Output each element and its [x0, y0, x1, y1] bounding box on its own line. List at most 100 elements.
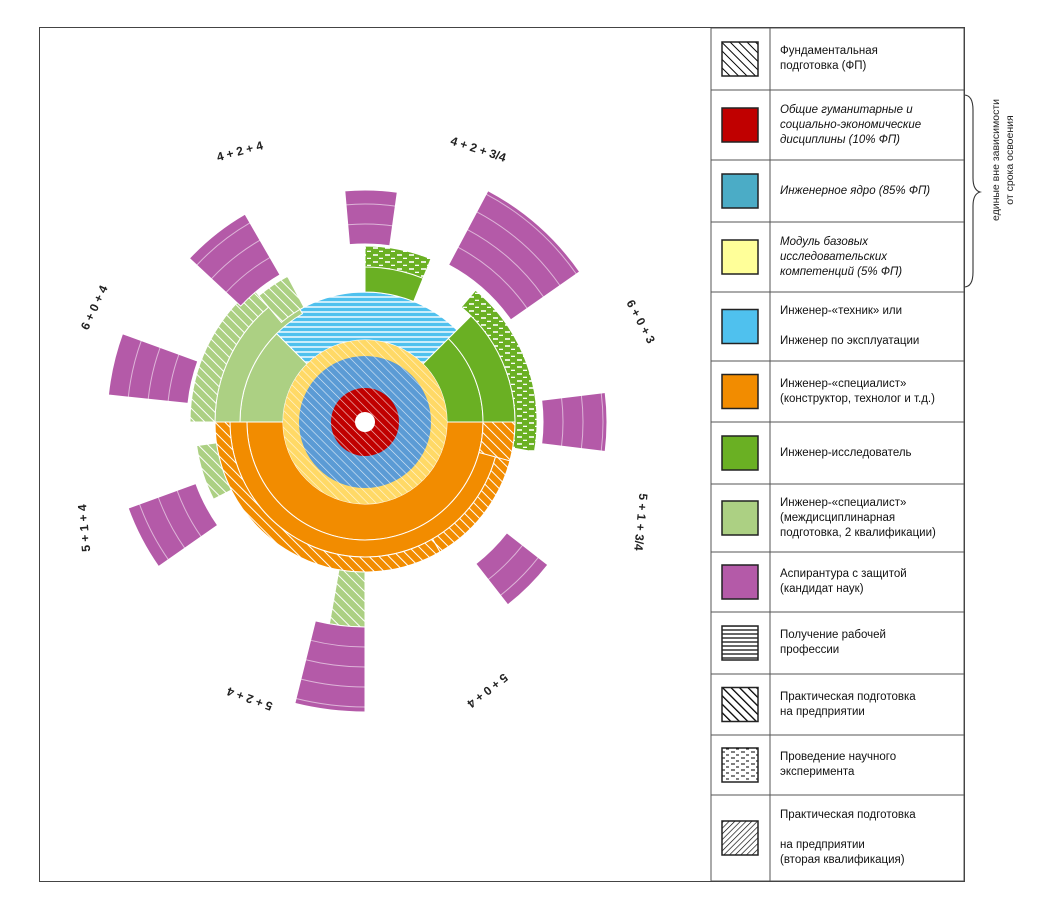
center-dot — [355, 412, 375, 432]
legend-label-3-line-1: исследовательских — [780, 250, 887, 263]
label-5-1-3-4: 5 + 1 + 3/4 — [631, 493, 650, 552]
legend-swatch-5 — [721, 373, 759, 410]
purple-block-upper-left — [188, 213, 281, 307]
legend-label-10-line-0: Практическая подготовка — [780, 690, 916, 703]
sector-researcher-green-dash-pattern — [461, 290, 537, 452]
legend-label-9: Получение рабочей профессии — [780, 628, 962, 658]
legend-label-3: Модуль базовых исследовательских компетенц… — [780, 235, 962, 280]
legend-label-11: Проведение научного эксперимента — [780, 750, 962, 780]
legend-swatch-9 — [721, 625, 759, 661]
legend-label-3-line-2: компетенций (5% ФП) — [780, 265, 903, 278]
legend-swatch-1 — [721, 107, 759, 143]
legend-label-9-line-0: Получение рабочей — [780, 629, 886, 641]
legend-swatch-12 — [721, 820, 759, 856]
legend-label-8-line-0: Аспирантура с защитой — [780, 568, 907, 580]
legend-swatch-10 — [721, 686, 759, 723]
legend-label-11-line-0: Проведение научного — [780, 751, 897, 763]
purple-block-left-division — [167, 354, 180, 402]
legend-label-8: Аспирантура с защитой (кандидат наук) — [780, 567, 962, 597]
legend-label-4-line-1 — [780, 319, 962, 334]
purple-block-upper-right-division — [485, 193, 577, 275]
brace — [963, 94, 982, 288]
sector-technician-cyan-pattern — [273, 292, 457, 365]
legend-label-7-line-2: подготовка, 2 квалификации) — [780, 526, 936, 539]
purple-block-upper-right-division — [467, 229, 544, 298]
legend-label-3-line-0: Модуль базовых — [780, 235, 868, 248]
legend-swatch-7 — [721, 500, 759, 536]
legend-swatch-11 — [721, 747, 759, 783]
legend-label-2: Инженерное ядро (85% ФП) — [780, 184, 962, 199]
label-5-1-4: 5 + 1 + 4 — [75, 504, 93, 553]
legend-label-5: Инженер-«специалист» (конструктор, технол… — [780, 377, 962, 407]
legend-label-12-line-1 — [780, 823, 962, 838]
legend-label-4-line-0: Инженер-«техник» или — [780, 305, 903, 317]
purple-block-lower-right-division — [500, 557, 539, 596]
legend-label-1-line-0: Общие гуманитарные и — [780, 103, 913, 116]
legend-swatch-3 — [721, 239, 759, 275]
purple-block-bottom — [294, 620, 366, 713]
side-note-line-1: единые вне зависимости — [990, 99, 1002, 221]
sector-interdisc-lightgreen-hatch-pattern — [190, 287, 269, 422]
purple-block-left-division — [127, 340, 142, 398]
purple-block-right — [541, 391, 608, 453]
purple-block-right-division — [580, 395, 584, 449]
legend-label-11-line-1: эксперимента — [780, 766, 855, 778]
purple-block-lower-left — [127, 482, 219, 568]
purple-block-bottom-division — [300, 678, 366, 688]
legend-swatch-2 — [721, 173, 759, 209]
purple-block-bottom-division — [295, 698, 366, 708]
legend-label-6-line-0: Инженер-исследователь — [780, 446, 912, 459]
side-note: единые вне зависимости от срока освоения — [990, 99, 1016, 221]
purple-block-upper-right — [447, 189, 581, 321]
legend-label-1: Общие гуманитарные и социально-экономичес… — [780, 103, 962, 148]
side-note-line-2: от срока освоения — [1004, 115, 1016, 204]
purple-block-lower-left-division — [139, 503, 169, 560]
legend-label-9-line-1: профессии — [780, 644, 840, 656]
purple-block-right-division — [561, 397, 564, 447]
figure-frame — [39, 27, 965, 882]
purple-block-upper-left-division — [211, 239, 261, 280]
purple-block-left-division — [147, 347, 161, 400]
sector-specialist-orange-right-ext-pattern — [478, 422, 515, 461]
sector-researcher-green-top-dash-pattern — [365, 246, 431, 279]
legend-swatch-4 — [721, 308, 759, 345]
legend-swatch-6 — [721, 435, 759, 471]
legend-label-0-line-0: Фундаментальная — [780, 45, 878, 57]
sector-specialist-orange-hatch-pattern — [215, 422, 440, 572]
purple-block-bottom-division — [310, 639, 366, 648]
legend-label-7: Инженер-«специалист» (междисциплинарная по… — [780, 496, 962, 541]
legend-swatch-8 — [721, 564, 759, 600]
legend-label-5-line-1: (конструктор, технолог и т.д.) — [780, 392, 935, 405]
legend-label-6: Инженер-исследователь — [780, 446, 962, 461]
purple-block-right-division — [600, 392, 604, 452]
purple-block-top-division — [347, 223, 393, 227]
purple-block-upper-left-division — [225, 257, 271, 293]
legend-swatch-0 — [721, 41, 759, 77]
purple-block-upper-left-division — [196, 222, 251, 266]
purple-block-upper-right-division — [457, 246, 528, 309]
legend-label-1-line-2: дисциплины (10% ФП) — [780, 133, 901, 146]
legend-label-5-line-0: Инженер-«специалист» — [780, 377, 907, 390]
sector-interdisc-lightgreen-top-pattern — [258, 276, 304, 323]
legend-label-8-line-1: (кандидат наук) — [780, 583, 864, 595]
legend-label-12-line-3: (вторая квалификация) — [780, 854, 905, 866]
purple-block-lower-right-division — [487, 544, 523, 580]
legend-label-7-line-0: Инженер-«специалист» — [780, 496, 907, 509]
legend-label-0: Фундаментальная подготовка (ФП) — [780, 44, 962, 74]
legend-label-12-line-2: на предприятии — [780, 839, 865, 851]
legend-label-1-line-1: социально-экономические — [780, 118, 922, 131]
legend-label-0-line-1: подготовка (ФП) — [780, 60, 867, 72]
legend-label-4: Инженер-«техник» или Инженер по эксплуата… — [780, 304, 962, 349]
purple-block-lower-right — [475, 532, 549, 606]
legend-label-2-line-0: Инженерное ядро (85% ФП) — [780, 184, 931, 197]
sector-interdisc-lightgreen-bottom-pattern — [196, 442, 232, 500]
purple-block-left — [107, 333, 199, 404]
legend-label-12-line-0: Практическая подготовка — [780, 809, 916, 821]
purple-block-top-division — [345, 203, 396, 207]
purple-block-bottom-division — [305, 659, 366, 668]
legend-label-10: Практическая подготовка на предприятии — [780, 690, 962, 720]
legend-label-4-line-2: Инженер по эксплуатации — [780, 335, 920, 347]
legend-label-10-line-1: на предприятии — [780, 705, 865, 718]
purple-block-lower-left-division — [157, 497, 186, 549]
sector-interdisc-lightgreen-low-pattern — [329, 569, 365, 627]
